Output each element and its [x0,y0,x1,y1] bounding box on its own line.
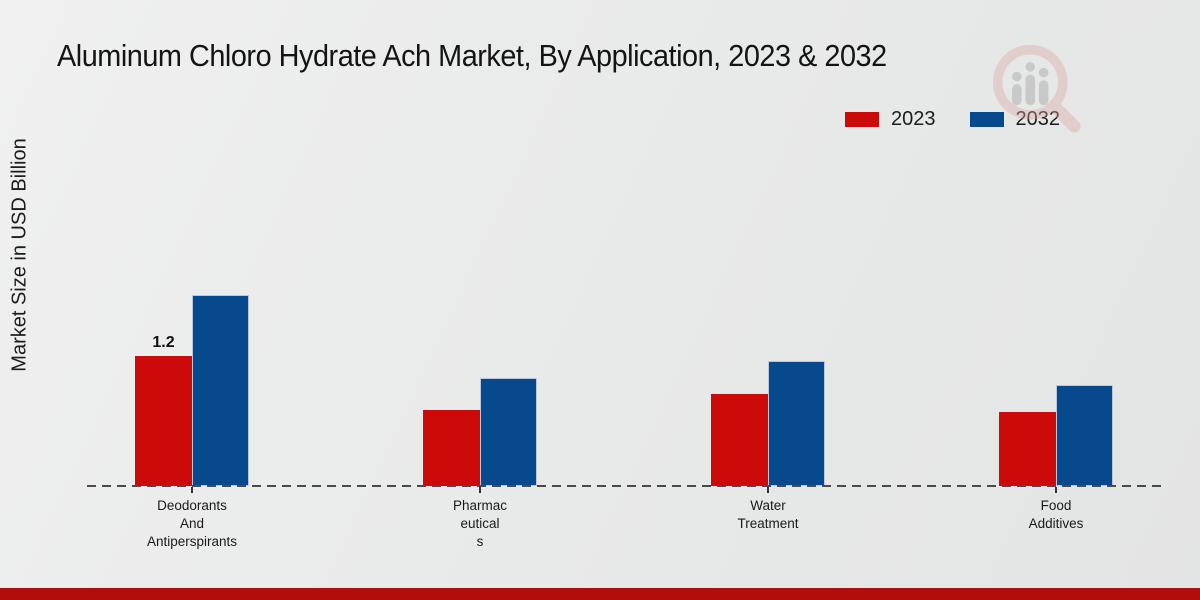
bar-2023-4 [999,412,1056,486]
footer-accent-bar [0,588,1200,600]
bar-2032-1 [192,295,249,486]
x-axis-tick [767,487,769,493]
x-axis-tick [191,487,193,493]
legend-swatch-2032-icon [969,112,1004,127]
legend-label-2023: 2023 [891,108,936,130]
bar-2023-2 [423,410,480,486]
bar-2032-3 [768,361,825,486]
x-axis-tick [479,487,481,493]
category-label: Deodorants And Antiperspirants [146,498,238,549]
legend: 2023 2032 [845,108,1060,131]
legend-swatch-2023-icon [845,112,879,127]
bar-2032-4 [1056,385,1113,486]
legend-item-2032: 2032 [969,108,1061,131]
bar-2023-1 [135,356,192,486]
category-label: Food Additives [1028,498,1084,531]
x-axis-baseline [87,485,1165,487]
bar-2023-3 [711,394,768,486]
category-label: Water Treatment [737,498,799,531]
category-label: Pharmac eutical s [452,498,508,549]
legend-item-2023: 2023 [845,108,936,131]
legend-label-2032: 2032 [1015,108,1061,130]
bar-value-label: 1.2 [152,334,175,351]
bar-2032-2 [480,378,537,486]
x-axis-tick [1055,487,1057,493]
chart-title: Aluminum Chloro Hydrate Ach Market, By A… [57,38,887,73]
mrfr-magnifier-logo-icon [992,44,1081,133]
